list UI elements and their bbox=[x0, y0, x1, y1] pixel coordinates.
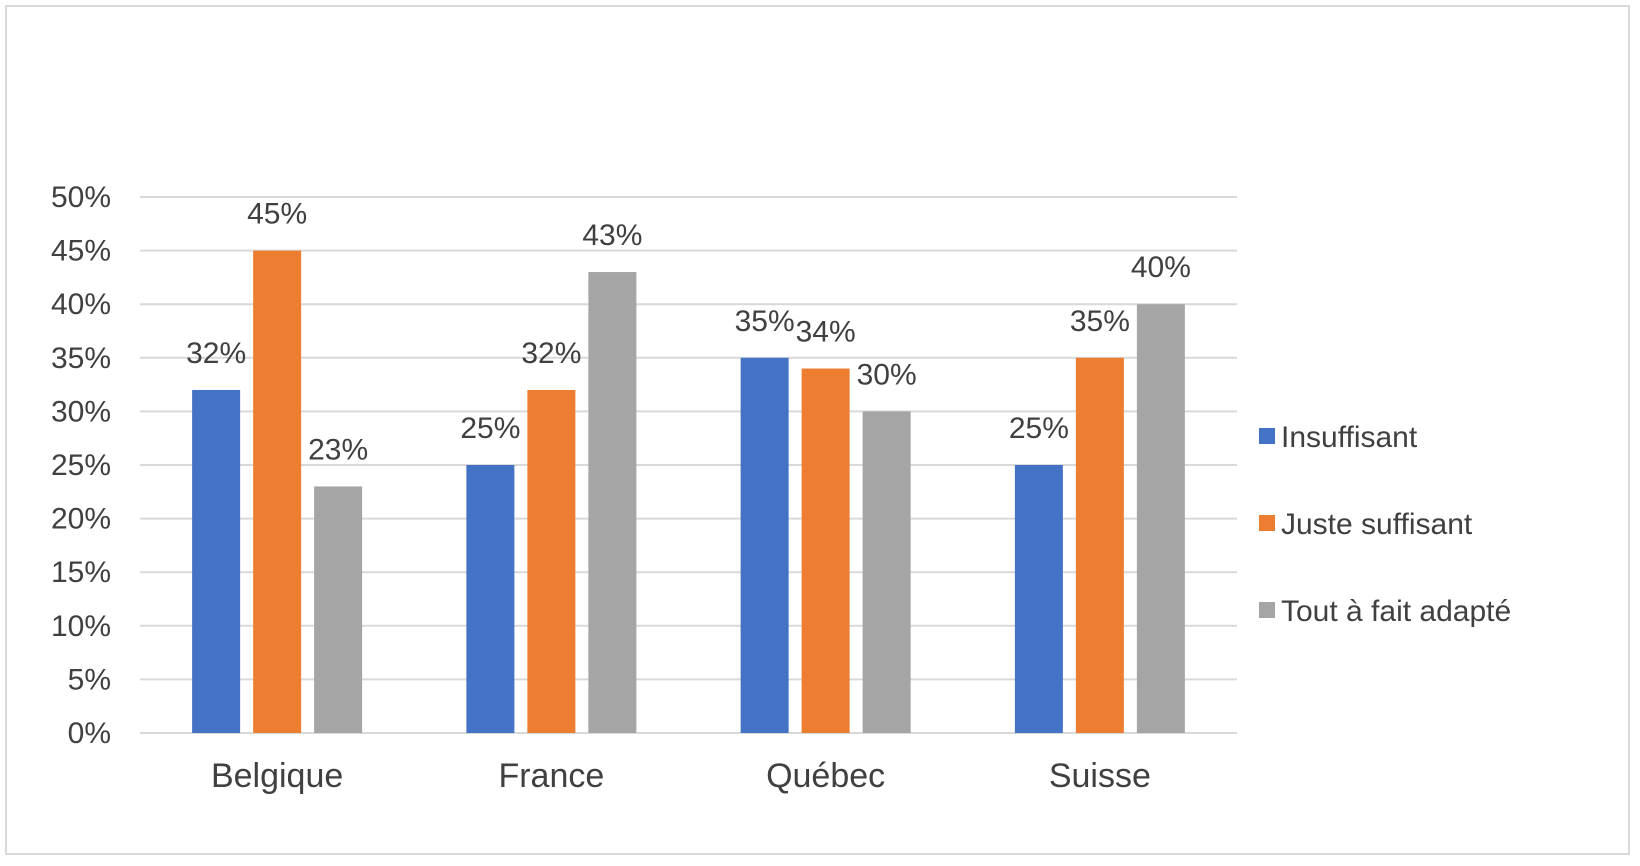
legend-swatch bbox=[1259, 602, 1275, 618]
x-category-label: Québec bbox=[766, 757, 885, 795]
legend: Insuffisant Juste suffisant Tout à fait ad… bbox=[1259, 421, 1511, 628]
y-tick-label: 35% bbox=[51, 342, 111, 375]
bar-québec-1 bbox=[740, 357, 789, 733]
y-axis-tick-labels: 0% 5% 10% 15% 20% 25% 30% 35% 40% 45% 50% bbox=[51, 181, 111, 750]
bar-chart: 0%5%10%15%20%25%30%35%40%45%50% 32%45%23… bbox=[51, 181, 1511, 795]
bar-québec-3 bbox=[862, 411, 911, 733]
bars bbox=[192, 250, 1185, 733]
y-tick-label: 30% bbox=[51, 395, 111, 428]
legend-swatch bbox=[1259, 515, 1275, 531]
bar-suisse-3 bbox=[1136, 304, 1185, 733]
bar-belgique-2 bbox=[253, 250, 302, 733]
x-category-label: Belgique bbox=[211, 757, 343, 795]
bar-suisse-1 bbox=[1014, 465, 1063, 733]
bar-belgique-1 bbox=[192, 389, 241, 733]
y-tick-label: 15% bbox=[51, 556, 111, 589]
bar-france-1 bbox=[466, 465, 515, 733]
data-label: 34% bbox=[796, 316, 856, 349]
y-tick-label: 45% bbox=[51, 235, 111, 268]
data-label: 30% bbox=[857, 358, 917, 391]
bar-france-3 bbox=[588, 272, 637, 733]
x-category-label: France bbox=[498, 757, 604, 795]
y-tick-label: 10% bbox=[51, 610, 111, 643]
data-label: 23% bbox=[308, 433, 368, 466]
x-axis-category-labels: Belgique France Québec Suisse bbox=[211, 757, 1151, 795]
y-tick-label: 40% bbox=[51, 288, 111, 321]
gridlines bbox=[140, 196, 1237, 734]
bar-suisse-2 bbox=[1075, 357, 1124, 733]
data-label: 25% bbox=[1009, 412, 1069, 445]
y-tick-label: 5% bbox=[68, 663, 111, 696]
data-label: 40% bbox=[1131, 251, 1191, 284]
data-label: 43% bbox=[582, 219, 642, 252]
y-tick-label: 50% bbox=[51, 181, 111, 214]
y-tick-label: 25% bbox=[51, 449, 111, 482]
y-tick-label: 20% bbox=[51, 503, 111, 536]
legend-label: Insuffisant bbox=[1281, 421, 1418, 454]
chart-frame: 0% 5% 10% 15% 20% 25% 30% 35% 40% 45% 50% 32% 45% 23… bbox=[5, 5, 1630, 855]
data-label: 32% bbox=[521, 337, 581, 370]
legend-label: Tout à fait adapté bbox=[1281, 595, 1511, 628]
bar-france-2 bbox=[527, 389, 576, 733]
data-labels: 32%45%23%25%32%43%35% 34%30%25%35%40% bbox=[186, 198, 1191, 467]
data-label: 35% bbox=[735, 305, 795, 338]
bar-belgique-3 bbox=[314, 486, 363, 733]
data-label: 32% bbox=[186, 337, 246, 370]
x-category-label: Suisse bbox=[1049, 757, 1151, 795]
data-label: 35% bbox=[1070, 305, 1130, 338]
legend-swatch bbox=[1259, 428, 1275, 444]
data-label: 25% bbox=[460, 412, 520, 445]
y-tick-label: 0% bbox=[68, 717, 111, 750]
data-label: 45% bbox=[247, 198, 307, 231]
legend-label: Juste suffisant bbox=[1281, 508, 1473, 541]
bar-québec-2 bbox=[801, 368, 850, 733]
